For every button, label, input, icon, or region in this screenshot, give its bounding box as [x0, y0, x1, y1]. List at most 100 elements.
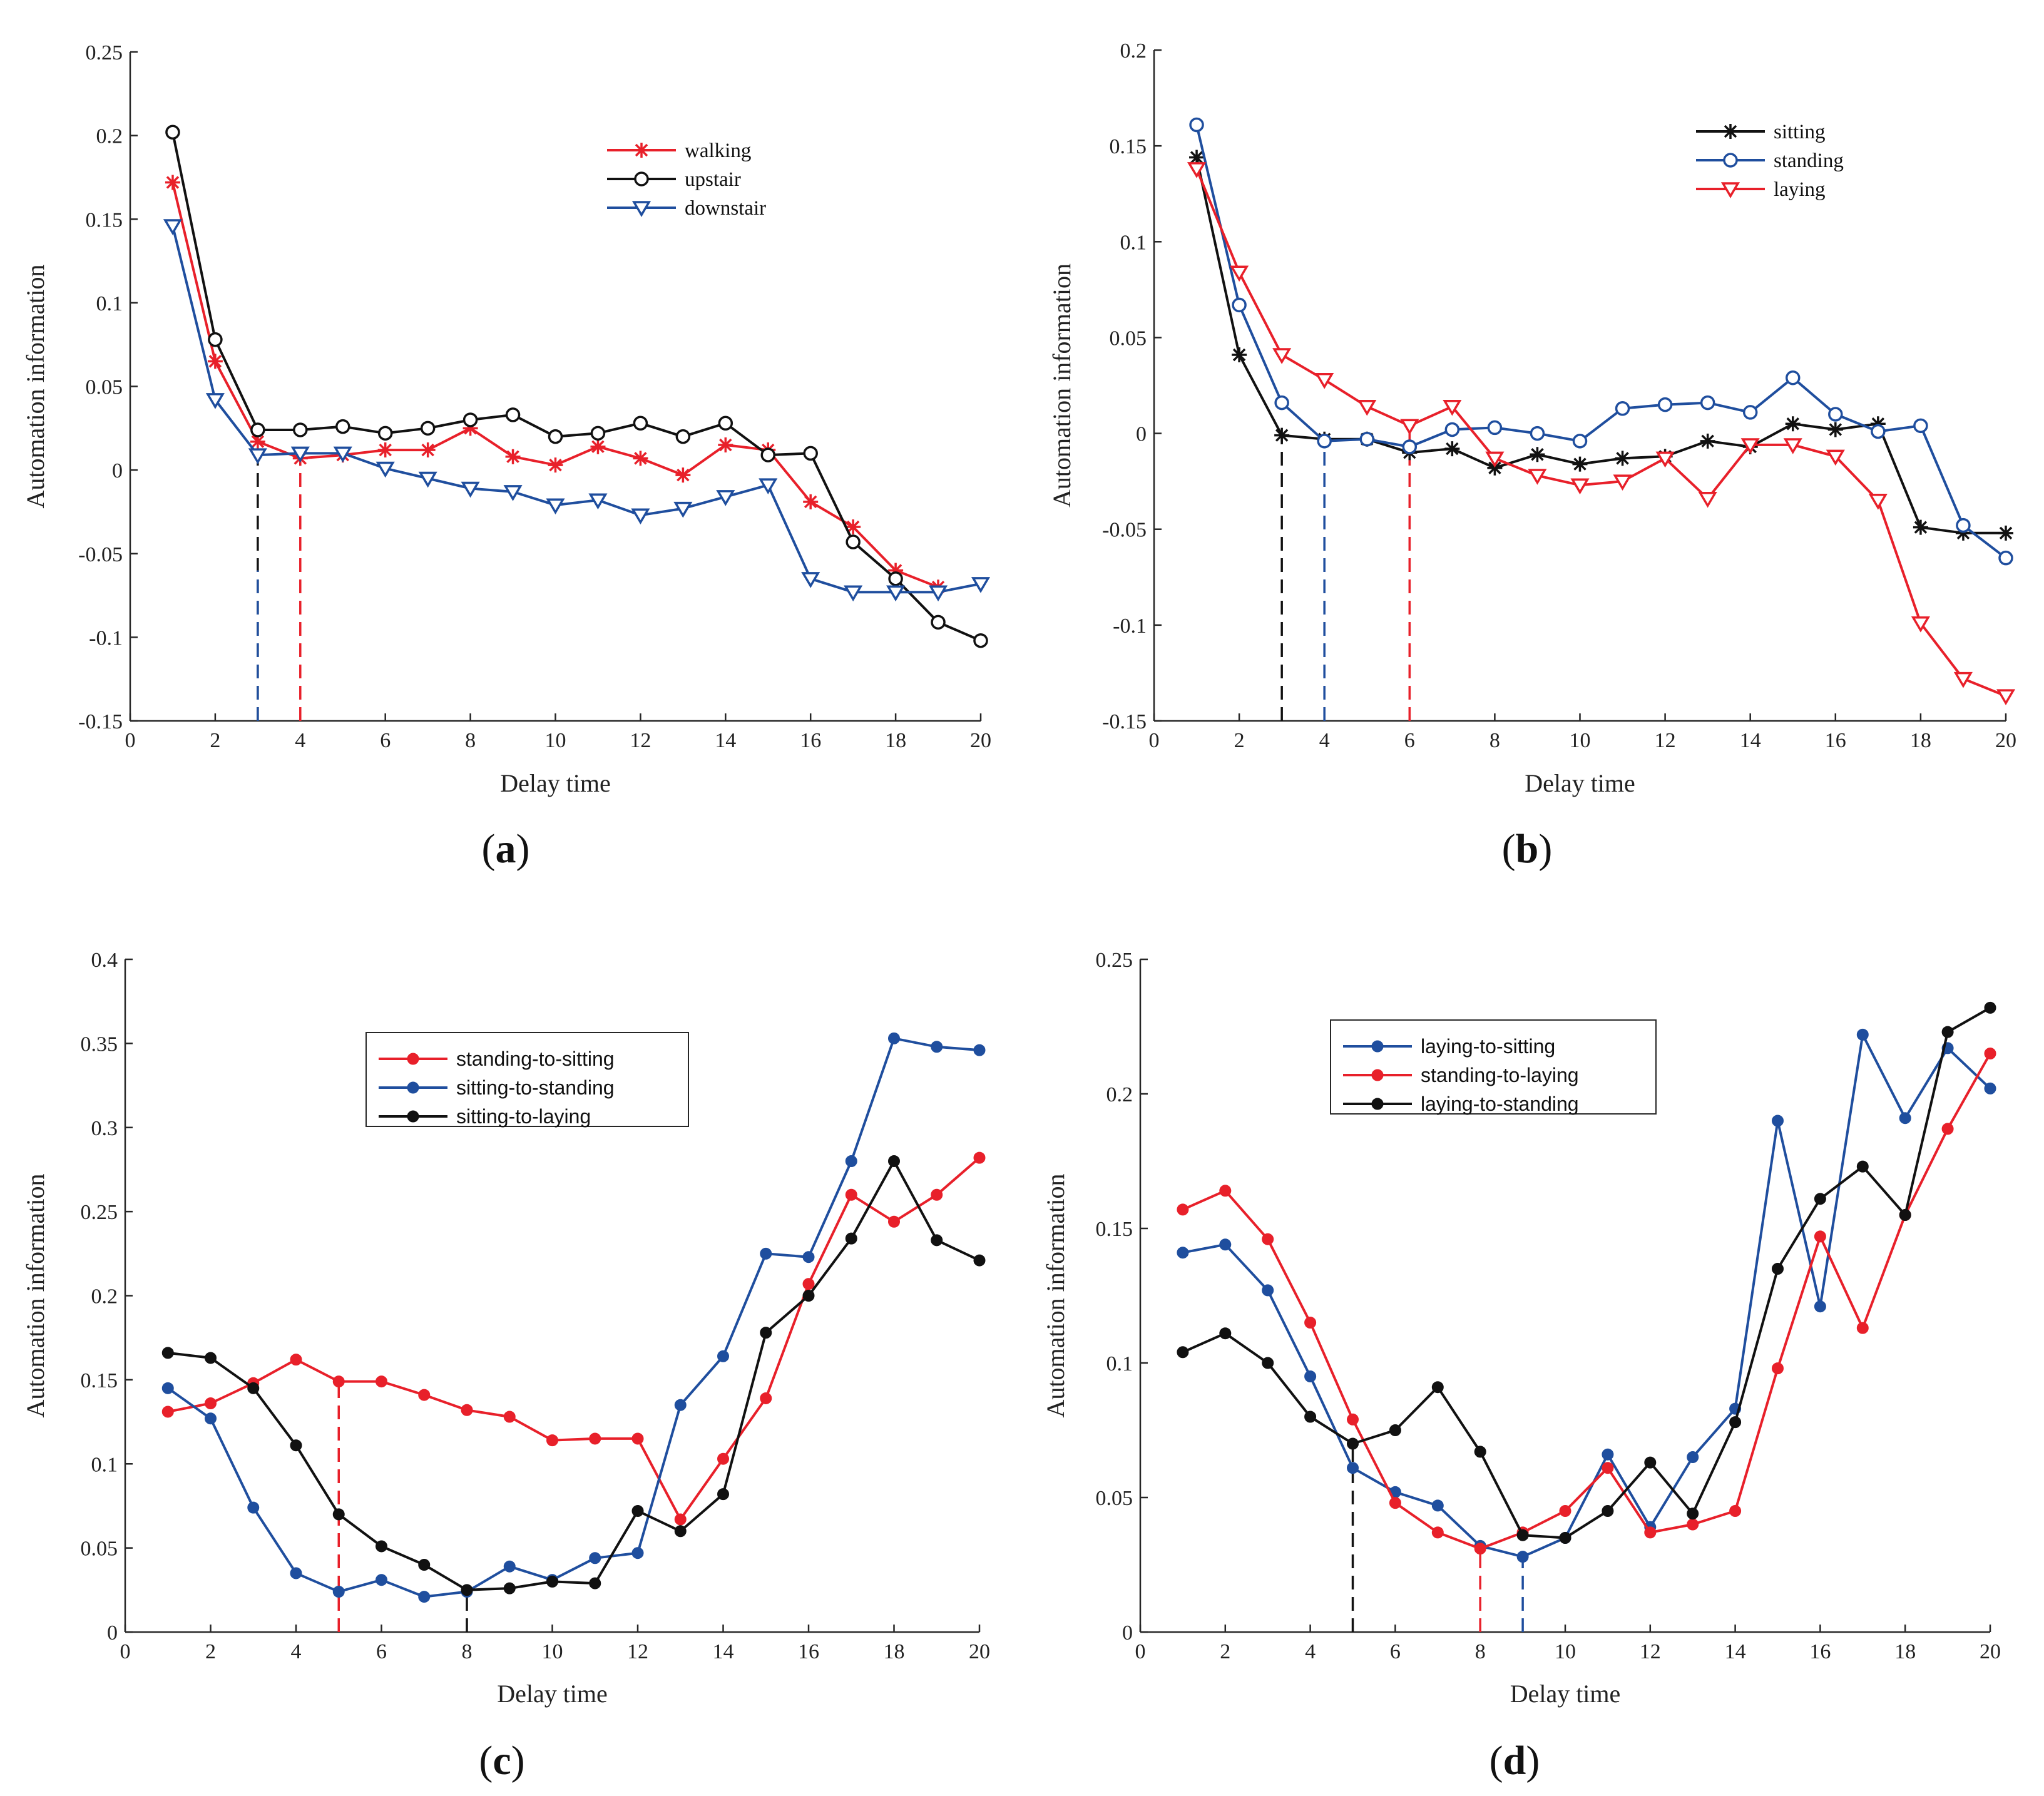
- data-point: [1856, 1160, 1869, 1173]
- data-point: [718, 437, 733, 453]
- data-point: [503, 1411, 516, 1423]
- x-tick-label: 14: [1740, 729, 1761, 752]
- y-tick-label: 0: [107, 1621, 118, 1645]
- data-point: [1913, 519, 1928, 535]
- data-point: [760, 1327, 772, 1339]
- data-point: [1856, 1322, 1869, 1334]
- data-point: [760, 1247, 772, 1260]
- series-line: [1182, 1006, 1991, 1539]
- data-point: [462, 421, 478, 436]
- legend-marker: [407, 1081, 419, 1094]
- data-point: [1911, 616, 1930, 633]
- data-point: [205, 393, 225, 409]
- x-tick-label: 14: [715, 729, 736, 752]
- data-point: [205, 1412, 217, 1425]
- data-point: [1177, 1247, 1189, 1259]
- data-point: [1827, 422, 1843, 437]
- data-point: [1700, 395, 1715, 411]
- data-point: [418, 1389, 431, 1401]
- data-point: [1687, 1508, 1699, 1520]
- panel-label: (b): [1502, 826, 1553, 872]
- x-tick-label: 12: [627, 1640, 648, 1663]
- data-point: [290, 1354, 302, 1366]
- data-point: [802, 1278, 815, 1290]
- legend-marker: [634, 171, 649, 186]
- panel-b: 0 2 4 6 8 10 12 14 16 18 20 -0.15 -0.1 -0.05 0 0.05 0.1 0…: [1048, 39, 2016, 872]
- data-point: [1262, 1357, 1274, 1369]
- series-line: [171, 225, 981, 594]
- y-axis-label: Automation information: [1041, 1174, 1070, 1418]
- data-point: [1559, 1505, 1571, 1517]
- data-point: [1870, 416, 1886, 432]
- data-point: [205, 1397, 217, 1409]
- x-tick-label: 6: [376, 1640, 387, 1663]
- data-point: [931, 615, 946, 630]
- y-axis-label: Automation information: [1048, 263, 1076, 508]
- y-tick-label: 0: [1122, 1621, 1133, 1645]
- x-tick-label: 8: [1475, 1640, 1486, 1663]
- data-point: [461, 1404, 473, 1416]
- data-point: [1177, 1203, 1189, 1216]
- data-point: [1814, 1193, 1826, 1205]
- data-point: [461, 481, 480, 498]
- data-point: [845, 1155, 857, 1167]
- data-point: [420, 421, 436, 436]
- legend: sitting standing laying: [1696, 121, 1844, 201]
- x-tick-label: 18: [1894, 1640, 1916, 1663]
- series-standing-to-laying: [1177, 1048, 1996, 1555]
- y-tick-label: 0.3: [91, 1117, 118, 1140]
- series-line: [1195, 168, 2006, 698]
- data-point: [1262, 1233, 1274, 1245]
- data-point: [675, 429, 691, 444]
- data-point: [1232, 347, 1247, 362]
- data-point: [803, 494, 819, 509]
- series-line: [168, 1160, 980, 1591]
- data-point: [1189, 150, 1205, 165]
- data-point: [1984, 1001, 1996, 1014]
- legend: standing-to-sitting sitting-to-standing si…: [365, 1032, 689, 1128]
- data-point: [1431, 1526, 1444, 1539]
- series-upstair: [165, 125, 988, 648]
- legend-label: standing-to-sitting: [456, 1048, 615, 1070]
- data-point: [1740, 438, 1760, 454]
- y-tick-label: 0.1: [91, 1453, 118, 1476]
- series-laying: [1187, 162, 2016, 706]
- data-point: [1941, 1026, 1954, 1038]
- y-tick-label: 0.25: [81, 1201, 118, 1224]
- data-point: [1516, 1551, 1529, 1563]
- panel-label: (c): [479, 1738, 524, 1783]
- data-point: [1304, 1370, 1317, 1382]
- x-tick-label: 2: [1220, 1640, 1230, 1663]
- data-point: [928, 585, 948, 602]
- legend-label: upstair: [685, 168, 741, 191]
- series-sitting-to-laying: [161, 1155, 986, 1596]
- legend-label: sitting-to-standing: [456, 1076, 615, 1099]
- legend-label: standing-to-laying: [1421, 1064, 1579, 1086]
- data-point: [886, 585, 906, 602]
- y-tick-label: 0.15: [1110, 135, 1147, 158]
- data-point: [1602, 1505, 1614, 1517]
- data-point: [1998, 550, 2013, 566]
- data-point: [1613, 474, 1632, 491]
- series-line: [1182, 1053, 1991, 1550]
- data-point: [546, 1434, 558, 1447]
- y-tick-label: -0.05: [1102, 519, 1147, 542]
- y-tick-label: 0.05: [1096, 1487, 1133, 1510]
- x-axis-label: Delay time: [1525, 769, 1635, 797]
- data-point: [247, 1501, 260, 1514]
- data-point: [503, 1560, 516, 1573]
- legend-marker: [1371, 1069, 1384, 1081]
- x-tick-label: 8: [462, 1640, 473, 1663]
- data-point: [973, 633, 988, 648]
- data-point: [631, 1432, 644, 1445]
- data-point: [589, 1552, 601, 1564]
- data-point: [163, 219, 183, 235]
- x-tick-label: 6: [380, 729, 391, 752]
- legend-label: laying-to-standing: [1421, 1093, 1579, 1115]
- data-point: [376, 461, 395, 478]
- data-point: [1474, 1446, 1486, 1458]
- x-axis-label: Delay time: [500, 769, 611, 797]
- data-point: [546, 498, 565, 515]
- data-point: [588, 493, 608, 510]
